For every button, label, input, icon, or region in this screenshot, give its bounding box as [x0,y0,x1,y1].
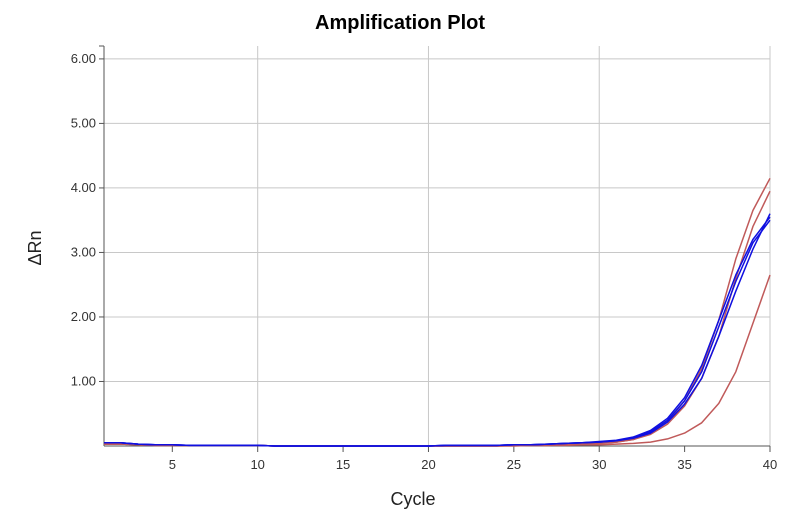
series-line-5 [104,219,771,447]
x-tick-label: 30 [592,457,606,472]
chart-title: Amplification Plot [315,12,485,34]
y-axis-title: ΔRn [25,230,45,265]
series-line-2 [104,190,771,447]
series-line-4 [104,216,771,447]
gridlines [104,46,771,446]
x-tick-label: 10 [250,457,264,472]
x-tick-label: 25 [507,457,521,472]
y-tick-label: 1.00 [71,373,96,388]
y-tick-label: 6.00 [71,51,96,66]
series-line-6 [104,213,771,447]
y-tick-label: 2.00 [71,309,96,324]
x-axis-title: Cycle [390,489,435,509]
x-tick-label: 5 [169,457,176,472]
y-tick-label: 3.00 [71,244,96,259]
axes: 1.00 2.00 3.00 4.00 5.00 6.00 5 10 15 20 25 30 35 40 [71,45,777,472]
x-tick-label: 20 [421,457,435,472]
x-tick-label: 35 [677,457,691,472]
x-tick-label: 15 [336,457,350,472]
series-lines [104,177,771,447]
y-tick-label: 4.00 [71,180,96,195]
y-tick-label: 5.00 [71,115,96,130]
x-tick-label: 40 [763,457,777,472]
series-line-1 [104,177,771,447]
